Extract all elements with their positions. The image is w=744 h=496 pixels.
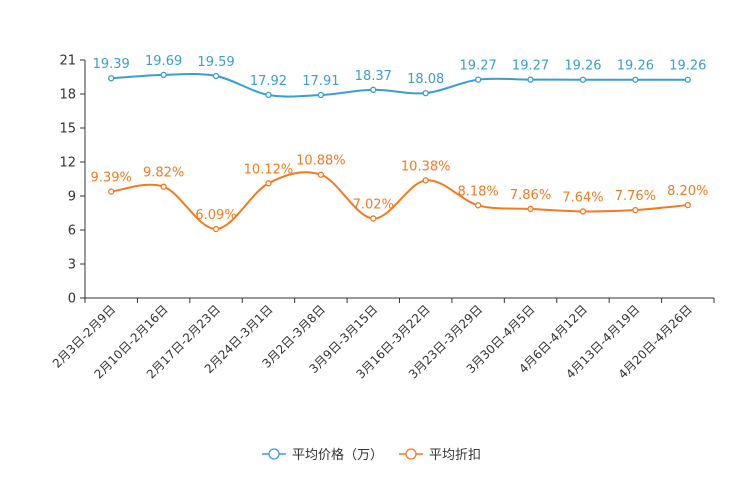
legend-marker-icon — [405, 448, 417, 460]
data-point[interactable] — [317, 171, 325, 178]
data-point[interactable] — [422, 177, 429, 184]
data-point[interactable] — [265, 91, 272, 99]
y-tick-label: 12 — [59, 156, 76, 171]
data-label: 7.86% — [510, 188, 551, 203]
y-tick-label: 3 — [68, 258, 76, 273]
legend[interactable]: 平均价格（万） 平均折扣 — [262, 447, 481, 463]
data-label: 18.08 — [407, 72, 444, 87]
data-label: 7.76% — [615, 189, 656, 204]
data-label: 17.92 — [250, 74, 287, 89]
y-tick-label: 21 — [59, 54, 76, 69]
data-label: 19.26 — [669, 59, 706, 74]
data-label: 19.27 — [512, 59, 549, 74]
data-label: 7.02% — [353, 197, 394, 212]
y-tick-label: 15 — [59, 122, 76, 137]
data-point[interactable] — [265, 180, 272, 187]
data-label: 10.88% — [296, 154, 346, 169]
data-point[interactable] — [632, 206, 639, 214]
data-point[interactable] — [160, 71, 167, 78]
legend-item-1[interactable]: 平均价格（万） — [262, 447, 383, 463]
data-point[interactable] — [370, 86, 377, 93]
data-label: 8.20% — [667, 184, 708, 199]
data-point[interactable] — [422, 89, 429, 97]
data-label: 8.18% — [457, 184, 498, 199]
data-point[interactable] — [317, 91, 325, 99]
data-point[interactable] — [684, 76, 691, 83]
data-label: 19.39 — [93, 57, 130, 72]
data-point[interactable] — [212, 225, 220, 233]
data-label: 17.91 — [302, 74, 339, 89]
legend-item-2[interactable]: 平均折扣 — [399, 448, 481, 463]
data-point[interactable] — [212, 72, 220, 80]
data-point[interactable] — [474, 202, 482, 209]
data-label: 19.26 — [564, 59, 601, 74]
series-layer: 19.39 19.69 19.59 17.92 17.91 18.37 18.08 19.27… — [91, 54, 708, 233]
data-point[interactable] — [108, 188, 115, 195]
data-label: 19.27 — [460, 59, 497, 74]
legend-marker-icon — [268, 448, 280, 460]
data-point[interactable] — [474, 76, 482, 83]
axes: 0369121518212月3日-2月9日2月10日-2月16日2月17日-2月… — [50, 54, 715, 382]
data-label: 7.64% — [562, 190, 603, 205]
data-point[interactable] — [579, 208, 587, 215]
data-label: 19.59 — [197, 55, 234, 70]
data-point[interactable] — [684, 201, 691, 209]
data-point[interactable] — [527, 76, 534, 83]
y-tick-label: 0 — [68, 292, 76, 307]
data-label: 18.37 — [355, 69, 392, 84]
data-label: 10.12% — [244, 162, 294, 177]
data-point[interactable] — [527, 205, 534, 213]
data-label: 10.38% — [401, 159, 451, 174]
data-point[interactable] — [579, 76, 587, 83]
data-label: 6.09% — [195, 208, 236, 223]
data-label: 19.26 — [617, 59, 654, 74]
data-point[interactable] — [632, 76, 639, 83]
series-1: 19.39 19.69 19.59 17.92 17.91 18.37 18.08 19.27… — [93, 54, 706, 99]
data-point[interactable] — [108, 75, 115, 82]
data-label: 9.39% — [91, 171, 132, 186]
legend-label: 平均价格（万） — [292, 447, 383, 463]
data-point[interactable] — [370, 215, 377, 222]
data-label: 9.82% — [143, 166, 184, 181]
y-tick-label: 9 — [68, 190, 76, 205]
data-point[interactable] — [160, 183, 167, 190]
series-2: 9.39% 9.82% 6.09% 10.12%10.88% 7.02% 10.38% 8.… — [91, 154, 708, 233]
y-tick-label: 18 — [59, 88, 76, 103]
data-label: 19.69 — [145, 54, 182, 69]
series-line — [111, 73, 688, 98]
legend-label: 平均折扣 — [429, 448, 481, 463]
y-tick-label: 6 — [68, 224, 76, 239]
